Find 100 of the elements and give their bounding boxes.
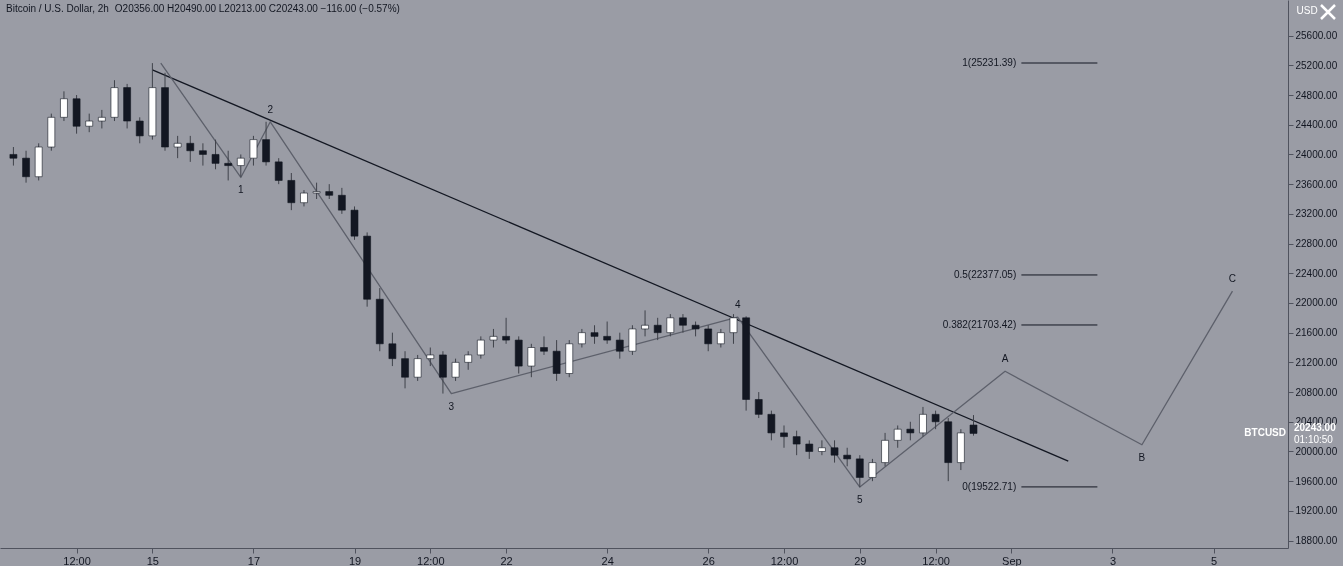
candlestick xyxy=(805,439,814,460)
x-tick-label: 19 xyxy=(348,554,362,566)
candlestick xyxy=(9,146,18,167)
ref-line-label: 1(25231.39) xyxy=(962,57,1017,69)
x-tick-label: 17 xyxy=(247,554,261,566)
y-tick-label: 25600.00 xyxy=(1295,30,1338,42)
y-tick-label: 21200.00 xyxy=(1295,356,1338,368)
candlestick xyxy=(477,335,485,360)
y-tick-label: 24800.00 xyxy=(1295,89,1338,101)
y-tick-label: 20800.00 xyxy=(1295,386,1338,398)
candlestick xyxy=(641,309,649,337)
candlestick xyxy=(628,324,637,356)
annotation: 5 xyxy=(857,494,864,506)
candlestick xyxy=(401,350,409,389)
candlestick xyxy=(893,424,902,449)
y-tick-label: 24000.00 xyxy=(1295,148,1338,160)
y-tick-label: 25200.00 xyxy=(1295,59,1338,71)
candlestick xyxy=(603,321,611,345)
candlestick xyxy=(199,142,207,167)
candlestick xyxy=(754,391,763,419)
candlestick xyxy=(489,328,498,349)
candlestick xyxy=(22,150,30,184)
candlestick xyxy=(729,313,738,345)
y-tick-label: 23200.00 xyxy=(1295,208,1338,220)
candlestick xyxy=(274,157,283,185)
candlestick xyxy=(135,116,144,144)
y-tick-label: 24400.00 xyxy=(1295,119,1338,131)
ref-line-label: 0(19522.71) xyxy=(962,480,1017,492)
x-tick-label: 5 xyxy=(1210,554,1218,566)
x-tick-label: 12:00 xyxy=(922,554,950,566)
candlestick xyxy=(843,447,851,467)
candlestick xyxy=(540,335,548,356)
candlestick xyxy=(792,430,801,456)
candlestick xyxy=(919,406,927,438)
annotation: 1 xyxy=(238,184,245,196)
candlestick xyxy=(717,328,725,349)
candlestick xyxy=(906,421,915,441)
x-tick-label: 12:00 xyxy=(417,554,445,566)
y-tick-label: 20000.00 xyxy=(1295,445,1338,457)
candlestick xyxy=(881,432,889,467)
x-tick-label: 12:00 xyxy=(770,554,799,566)
candlestick xyxy=(856,454,864,488)
ref-line-label: 0.5(22377.05) xyxy=(953,268,1017,280)
candlestick xyxy=(868,458,877,482)
candlestick xyxy=(388,332,397,367)
candlestick xyxy=(224,150,232,181)
x-tick-label: 22 xyxy=(500,554,513,566)
annotation: 2 xyxy=(267,103,274,115)
candlestick xyxy=(464,350,472,371)
annotation: 3 xyxy=(448,400,455,412)
x-tick-label: Sep xyxy=(1002,554,1022,566)
candlestick xyxy=(237,153,245,178)
x-tick-label: 26 xyxy=(702,554,715,566)
x-tick-label: 15 xyxy=(146,554,160,566)
candlestick xyxy=(173,135,182,159)
candlestick xyxy=(451,358,460,382)
candlestick xyxy=(338,187,346,215)
x-tick-label: 12:00 xyxy=(63,554,91,566)
y-tick-label: 23600.00 xyxy=(1295,178,1338,190)
candlestick xyxy=(780,424,788,449)
text: 01:10:50 xyxy=(1294,434,1334,446)
candlestick xyxy=(426,347,435,367)
candlestick xyxy=(413,354,422,382)
y-tick-label: 21600.00 xyxy=(1295,327,1338,339)
candlestick xyxy=(85,113,94,133)
annotation: A xyxy=(1001,353,1009,365)
candlestick xyxy=(262,121,270,167)
candlestick xyxy=(287,172,296,211)
x-tick-label: 3 xyxy=(1109,554,1117,566)
candlestick xyxy=(653,317,662,341)
candlestick xyxy=(931,410,940,430)
annotation: 4 xyxy=(734,299,741,311)
candlestick xyxy=(552,339,561,382)
candlestick xyxy=(439,350,447,395)
candlestick xyxy=(818,439,826,456)
annotation: BTCUSD xyxy=(1244,427,1286,439)
candlestick xyxy=(578,328,586,349)
candlestick xyxy=(767,410,776,441)
candlestick xyxy=(969,414,978,437)
y-axis-title: USD xyxy=(1296,4,1318,16)
candlestick xyxy=(830,439,839,464)
candlestick xyxy=(186,135,195,163)
y-tick-label: 19600.00 xyxy=(1295,475,1338,487)
candlestick xyxy=(590,324,599,345)
x-tick-label: 24 xyxy=(601,554,614,566)
annotation: B xyxy=(1138,451,1146,463)
candlestick xyxy=(666,313,675,337)
candlestick xyxy=(679,313,687,334)
y-tick-label: 22000.00 xyxy=(1295,297,1338,309)
y-tick-label: 19200.00 xyxy=(1295,505,1338,517)
annotation: C xyxy=(1228,273,1237,285)
x-tick-label: 29 xyxy=(854,554,867,566)
candlestick xyxy=(704,324,713,352)
candlestick xyxy=(211,139,220,170)
candlestick xyxy=(249,135,258,167)
candlestick xyxy=(502,317,510,345)
chart-subtitle: O20356.00 H20490.00 L20213.00 C20243.00 −116.00 (−0.57%) xyxy=(114,3,400,14)
candlestick xyxy=(527,343,536,378)
chart-title: Bitcoin / U.S. Dollar, 2h xyxy=(6,3,109,14)
candlestick xyxy=(60,90,68,122)
